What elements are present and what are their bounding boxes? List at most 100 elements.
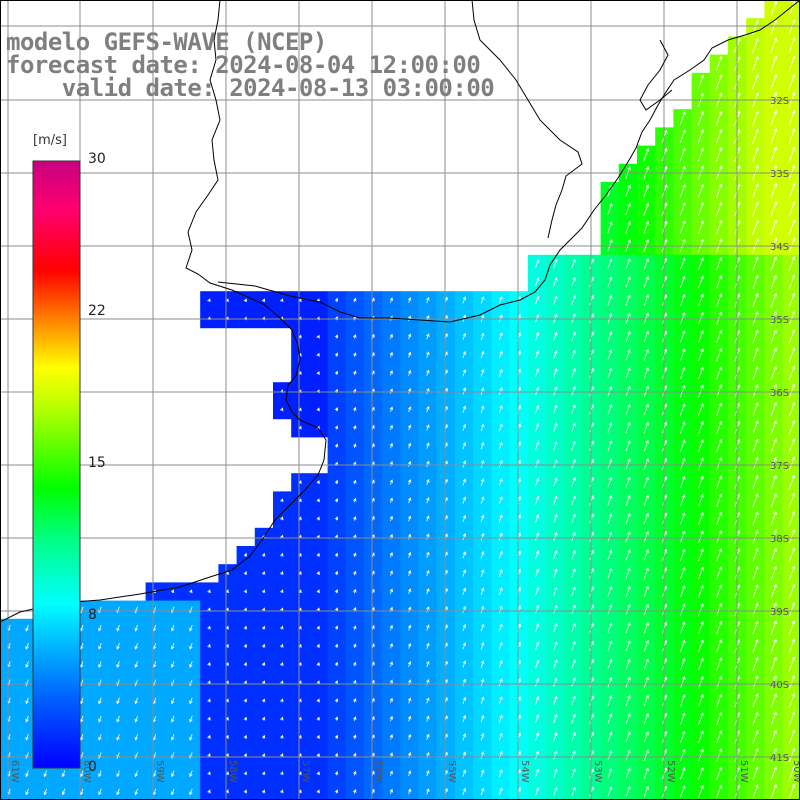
wind-arrow <box>752 493 759 508</box>
wind-arrow <box>426 478 430 486</box>
wind-arrow <box>716 366 722 380</box>
wind-arrow <box>134 715 138 723</box>
wind-arrow <box>788 547 796 563</box>
wind-arrow <box>80 661 84 668</box>
wind-arrow <box>207 643 211 648</box>
wind-arrow <box>243 753 248 757</box>
wind-arrow <box>134 643 138 650</box>
wind-arrow <box>752 547 759 562</box>
wind-arrow <box>788 401 796 417</box>
wind-arrow <box>280 716 284 721</box>
longitude-label: 61W <box>9 760 20 783</box>
wind-arrow <box>243 771 248 776</box>
wind-arrow <box>716 730 722 744</box>
wind-arrow <box>280 753 284 757</box>
wind-arrow <box>571 604 576 615</box>
wind-arrow <box>625 658 631 670</box>
wind-arrow <box>316 734 320 739</box>
wind-arrow <box>643 257 649 270</box>
wind-arrow <box>98 643 102 650</box>
wind-arrow <box>625 349 631 361</box>
latitude-label: 41S <box>770 753 789 764</box>
wind-arrow <box>334 370 339 375</box>
wind-arrow <box>98 661 102 668</box>
wind-arrow <box>716 475 722 489</box>
wind-arrow <box>280 662 284 666</box>
wind-arrow <box>170 589 175 594</box>
wind-arrow <box>407 297 412 303</box>
wind-arrow <box>698 257 704 270</box>
wind-arrow <box>407 515 412 522</box>
wind-arrow <box>480 496 485 505</box>
latitude-label: 33S <box>770 169 789 180</box>
colorbar-tick-0: 0 <box>88 759 97 775</box>
wind-arrow <box>316 516 320 521</box>
wind-arrow <box>98 734 102 741</box>
wind-arrow <box>389 734 393 740</box>
wind-arrow <box>698 330 704 343</box>
wind-arrow <box>788 19 796 35</box>
wind-arrow <box>607 622 613 633</box>
wind-arrow <box>43 788 47 796</box>
wind-arrow <box>680 366 686 379</box>
wind-arrow <box>680 257 686 270</box>
wind-arrow <box>334 771 339 776</box>
wind-arrow <box>553 349 558 360</box>
wind-arrow <box>680 512 686 525</box>
wind-arrow <box>770 55 778 72</box>
wind-arrow <box>134 734 138 741</box>
wind-arrow <box>788 37 796 54</box>
wind-arrow <box>498 550 503 559</box>
wind-arrow <box>788 328 796 344</box>
wind-arrow <box>535 732 540 742</box>
wind-arrow <box>462 532 467 541</box>
wind-arrow <box>480 423 485 432</box>
wind-arrow <box>553 277 558 287</box>
wind-arrow <box>535 404 540 414</box>
wind-arrow <box>353 334 357 339</box>
wind-arrow <box>716 548 722 562</box>
wind-arrow <box>680 730 686 743</box>
wind-arrow <box>407 369 412 376</box>
wind-arrow <box>535 568 540 578</box>
wind-arrow <box>680 566 686 580</box>
wind-arrow <box>770 729 777 745</box>
wind-arrow <box>498 459 503 468</box>
wind-arrow <box>535 768 540 778</box>
wind-arrow <box>535 495 540 505</box>
wind-arrow <box>697 74 704 89</box>
wind-arrow <box>643 530 649 543</box>
wind-arrow <box>535 786 540 796</box>
wind-arrow <box>426 697 430 704</box>
wind-arrow <box>571 258 576 269</box>
wind-arrow <box>553 258 558 269</box>
wind-arrow <box>788 347 796 363</box>
wind-arrow <box>243 716 248 721</box>
wind-arrow <box>43 770 47 778</box>
wind-arrow <box>607 767 613 779</box>
wind-arrow <box>752 529 759 544</box>
wind-arrow <box>426 569 430 577</box>
wind-arrow <box>407 351 412 358</box>
wind-arrow <box>535 422 540 432</box>
wind-arrow <box>752 675 759 690</box>
wind-arrow <box>98 624 102 632</box>
wind-arrow <box>480 569 485 577</box>
wind-arrow <box>625 220 631 234</box>
coastline <box>0 0 800 623</box>
wind-arrow <box>498 696 503 705</box>
wind-arrow <box>389 570 393 576</box>
wind-arrow <box>334 752 339 758</box>
wind-arrow <box>171 697 175 705</box>
wind-arrow <box>407 551 412 558</box>
wind-arrow <box>116 661 120 668</box>
wind-arrow <box>316 753 320 757</box>
wind-arrow <box>716 219 723 235</box>
wind-arrow <box>680 439 686 452</box>
wind-arrow <box>770 256 777 271</box>
wind-arrow <box>571 549 576 560</box>
wind-arrow <box>571 586 576 597</box>
wind-arrow <box>134 770 138 778</box>
wind-arrow <box>571 458 576 469</box>
wind-arrow <box>788 674 796 690</box>
